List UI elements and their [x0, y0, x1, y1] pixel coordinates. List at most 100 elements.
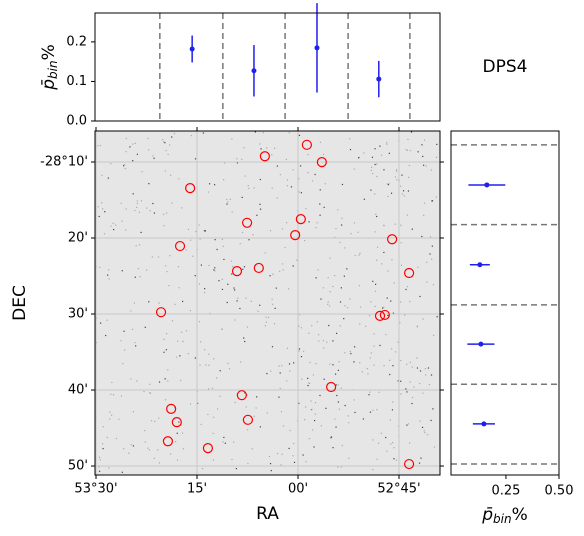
star: [271, 298, 273, 300]
star: [173, 132, 176, 135]
star: [281, 453, 283, 455]
star: [311, 429, 314, 431]
star: [376, 409, 378, 411]
star: [316, 222, 318, 224]
star: [392, 401, 394, 403]
star: [140, 200, 143, 202]
star: [272, 273, 274, 275]
star: [165, 265, 167, 267]
star: [102, 448, 104, 450]
star: [300, 327, 303, 329]
star: [227, 362, 229, 365]
star: [348, 457, 350, 459]
star: [335, 332, 338, 334]
star: [221, 238, 223, 241]
star: [112, 394, 115, 396]
star: [305, 207, 307, 210]
star: [149, 383, 151, 385]
star: [367, 373, 369, 375]
star: [320, 298, 322, 300]
label-subscript: bin: [46, 60, 60, 79]
star: [181, 207, 183, 209]
star: [181, 432, 184, 434]
star: [386, 142, 388, 144]
star: [118, 418, 120, 420]
star: [192, 255, 194, 257]
source-marker: [290, 230, 301, 241]
star: [298, 325, 300, 327]
star: [149, 392, 152, 394]
star: [361, 371, 363, 373]
star: [282, 269, 284, 271]
star: [335, 227, 337, 230]
star: [393, 282, 395, 284]
star: [123, 164, 126, 166]
star: [315, 227, 317, 229]
star: [407, 190, 410, 192]
star: [215, 377, 218, 379]
star: [148, 449, 150, 451]
star: [426, 434, 429, 436]
star: [314, 173, 316, 176]
star: [430, 169, 433, 171]
star: [298, 134, 301, 136]
star: [174, 441, 177, 443]
star: [208, 364, 210, 366]
star: [120, 395, 123, 397]
star: [407, 138, 409, 141]
star: [144, 429, 146, 432]
star: [255, 407, 257, 409]
star: [259, 203, 261, 205]
star: [422, 392, 424, 394]
star: [289, 370, 291, 372]
star: [391, 259, 393, 261]
star: [102, 208, 104, 210]
star: [105, 334, 107, 337]
star: [228, 368, 231, 370]
star: [207, 388, 210, 390]
star: [383, 364, 385, 367]
star: [326, 341, 328, 343]
star: [386, 297, 388, 299]
source-marker: [379, 309, 390, 321]
frame: [450, 130, 560, 476]
star: [359, 306, 362, 308]
star: [300, 356, 303, 358]
star: [132, 160, 134, 162]
star: [286, 347, 289, 350]
star: [274, 147, 276, 149]
star: [298, 178, 300, 180]
star: [124, 167, 126, 170]
star: [230, 260, 233, 262]
star: [236, 162, 239, 164]
star: [198, 283, 201, 285]
star: [176, 432, 178, 434]
star: [349, 148, 352, 151]
source-marker: [236, 390, 247, 401]
star: [307, 384, 309, 387]
star: [250, 300, 253, 302]
y-tick-label: 40': [68, 383, 88, 398]
star: [371, 156, 374, 158]
star: [394, 351, 397, 353]
star: [338, 361, 340, 363]
star: [318, 334, 320, 336]
star: [216, 408, 219, 410]
star: [125, 151, 127, 153]
star: [423, 164, 425, 166]
star: [246, 429, 249, 431]
star: [158, 381, 161, 383]
star: [266, 412, 268, 414]
star: [98, 466, 100, 468]
star: [298, 402, 300, 404]
star: [149, 210, 151, 212]
star: [222, 245, 224, 247]
star: [362, 418, 365, 420]
frame: [94, 12, 441, 122]
star: [197, 402, 199, 404]
star: [406, 149, 408, 151]
star: [363, 198, 365, 200]
star: [99, 322, 102, 324]
star: [369, 357, 371, 359]
star: [381, 263, 383, 265]
